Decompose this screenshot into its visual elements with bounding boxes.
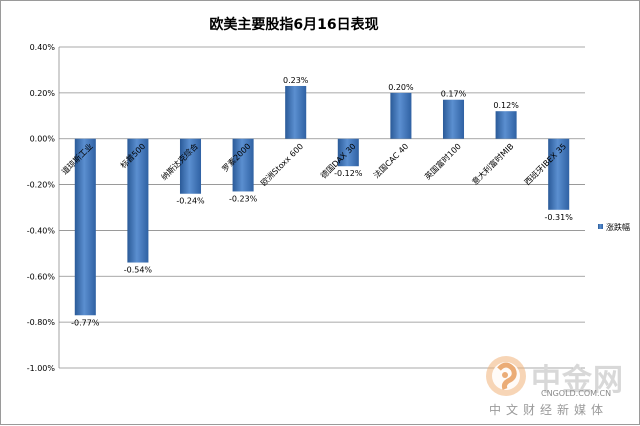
bar [337, 138, 359, 167]
y-tick-label: -1.00% [27, 364, 56, 373]
watermark-domain: CNGOLD.COM.CN [541, 389, 612, 398]
data-label: 0.17% [441, 90, 467, 99]
data-label: 0.23% [283, 76, 309, 85]
y-tick-label: 0.20% [30, 89, 56, 98]
category-label: 法国CAC 40 [371, 141, 410, 180]
bar [179, 138, 202, 194]
y-tick-label: -0.20% [27, 181, 56, 190]
cngold-logo-icon [486, 356, 526, 396]
bar [548, 138, 570, 210]
y-tick-label: -0.60% [27, 272, 56, 281]
bar [232, 138, 254, 192]
data-label: -0.77% [71, 318, 100, 327]
data-label: -0.24% [176, 197, 205, 206]
legend-swatch [598, 224, 603, 229]
y-tick-label: 0.40% [30, 43, 56, 52]
cngold-watermark: 中金网 CNGOLD.COM.CN 中文财经新媒体 [483, 353, 633, 419]
data-label: -0.54% [124, 266, 153, 275]
data-label: -0.31% [545, 213, 574, 222]
chart-title: 欧美主要股指6月16日表现 [209, 16, 378, 33]
data-label: -0.23% [229, 194, 258, 203]
axes: 0.40% 0.20% 0.00% -0.20% -0.40% -0.60% -0.80% -… [27, 43, 60, 373]
y-tick-label: 0.00% [30, 135, 56, 144]
y-tick-label: -0.40% [27, 226, 56, 235]
data-label: 0.20% [388, 83, 414, 92]
bar [285, 85, 307, 139]
category-label: 意大利富时MIB [470, 141, 516, 187]
data-label: 0.12% [493, 101, 519, 110]
watermark-slogan: 中文财经新媒体 [489, 403, 609, 417]
bar [390, 92, 412, 139]
watermark-logo-text: 中金网 [531, 363, 624, 398]
bar [127, 138, 149, 263]
legend-label: 涨跌幅 [606, 222, 630, 232]
bar [74, 138, 96, 316]
bar [442, 99, 465, 139]
category-label: 欧洲Stoxx 600 [258, 141, 305, 188]
data-labels: -0.77% -0.54% -0.24% -0.23% 0.23% -0.12% 0.20%… [71, 76, 573, 327]
category-label: 英国富时100 [422, 141, 463, 182]
legend: 涨跌幅 [598, 222, 630, 232]
bar [495, 111, 517, 139]
y-tick-label: -0.80% [27, 318, 56, 327]
data-label: -0.12% [334, 169, 363, 178]
bars [74, 85, 570, 316]
